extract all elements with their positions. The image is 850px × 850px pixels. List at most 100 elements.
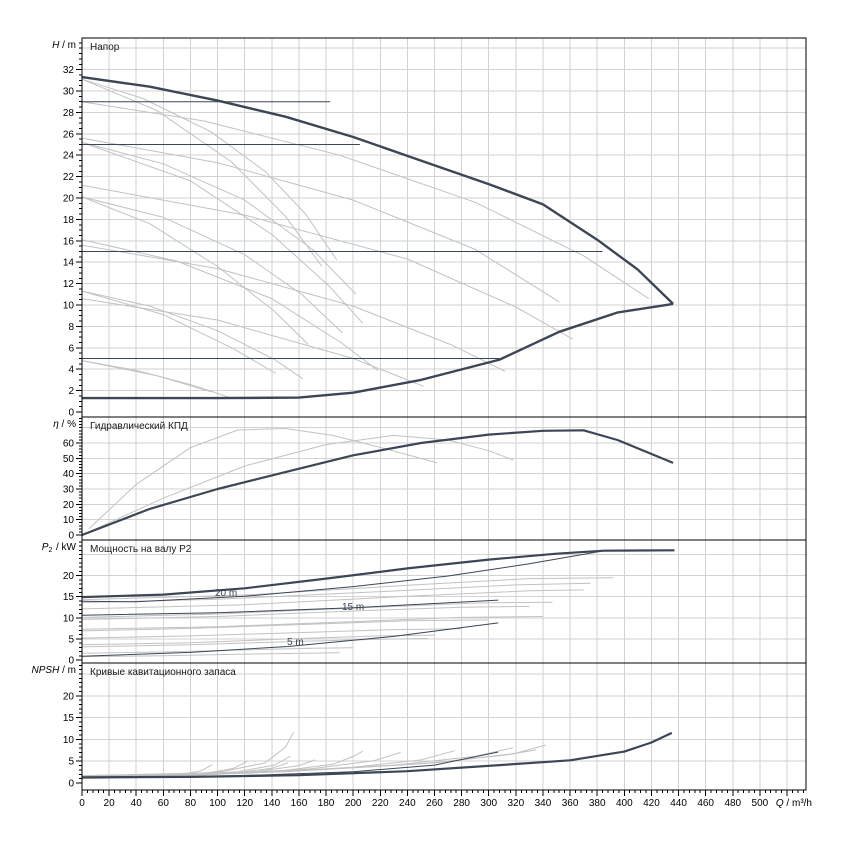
family xyxy=(81,360,211,393)
head-title: Напор xyxy=(90,42,120,53)
svg-text:40: 40 xyxy=(131,798,143,809)
svg-text:400: 400 xyxy=(616,798,633,809)
svg-text:η / %: η / % xyxy=(53,419,76,430)
npsh-chart: 0 5 10 15 20 NPSH / m Кривые кавитационного за… xyxy=(32,662,807,791)
svg-text:60: 60 xyxy=(63,439,75,450)
selected-npsh xyxy=(81,731,673,779)
svg-text:16: 16 xyxy=(63,236,75,247)
svg-text:20: 20 xyxy=(63,500,75,511)
svg-text:40: 40 xyxy=(63,469,75,480)
family xyxy=(81,244,506,372)
svg-text:340: 340 xyxy=(535,798,552,809)
power-annotation: 15 m xyxy=(342,602,364,613)
family xyxy=(81,196,309,345)
power-annotation: 20 m xyxy=(215,588,237,599)
svg-text:20: 20 xyxy=(63,571,75,582)
svg-text:100: 100 xyxy=(209,798,226,809)
svg-text:22: 22 xyxy=(63,172,75,183)
family xyxy=(81,78,323,267)
svg-text:4: 4 xyxy=(68,365,74,376)
svg-text:5: 5 xyxy=(68,634,74,645)
svg-text:P2 / kW: P2 / kW xyxy=(42,542,77,554)
power-20m xyxy=(81,550,605,603)
family-power xyxy=(81,601,553,618)
svg-text:160: 160 xyxy=(291,798,308,809)
svg-text:220: 220 xyxy=(372,798,389,809)
svg-text:320: 320 xyxy=(508,798,525,809)
family-eff xyxy=(88,434,514,533)
svg-text:180: 180 xyxy=(318,798,335,809)
svg-text:300: 300 xyxy=(480,798,497,809)
envelope-max xyxy=(81,75,674,305)
family-power xyxy=(81,652,340,658)
svg-text:460: 460 xyxy=(697,798,714,809)
svg-text:140: 140 xyxy=(263,798,280,809)
family-npsh xyxy=(81,749,537,777)
family xyxy=(81,141,357,295)
svg-text:0: 0 xyxy=(68,408,74,419)
svg-text:480: 480 xyxy=(724,798,741,809)
family-eff xyxy=(88,428,438,530)
svg-text:NPSH / m: NPSH / m xyxy=(32,665,76,676)
selected-efficiency xyxy=(81,429,674,537)
family-power xyxy=(81,605,530,620)
svg-text:2: 2 xyxy=(68,386,74,397)
svg-text:60: 60 xyxy=(158,798,170,809)
svg-text:0: 0 xyxy=(79,798,85,809)
npsh-title: Кривые кавитационного запаса xyxy=(90,667,236,678)
svg-text:260: 260 xyxy=(426,798,443,809)
power-title: Мощность на валу P2 xyxy=(90,544,192,555)
power-chart: 0 5 10 15 20 P2 / kW Мощность на валу P2 20 m 15… xyxy=(42,539,807,667)
envelope-min xyxy=(82,302,674,400)
svg-text:0: 0 xyxy=(68,779,74,790)
svg-text:15: 15 xyxy=(63,592,75,603)
svg-text:14: 14 xyxy=(63,258,75,269)
x-axis: 0 20 40 60 80 100 120 140 160 180 200 220 240 260 280 3… xyxy=(79,790,812,809)
family xyxy=(81,196,343,334)
family-power xyxy=(81,619,489,632)
family xyxy=(81,184,574,340)
family xyxy=(81,101,649,300)
family-power xyxy=(81,577,614,601)
svg-text:20: 20 xyxy=(63,691,75,702)
svg-text:10: 10 xyxy=(63,515,75,526)
svg-text:0: 0 xyxy=(68,656,74,667)
svg-text:26: 26 xyxy=(63,129,75,140)
family-power xyxy=(81,638,428,648)
svg-text:420: 420 xyxy=(643,798,660,809)
svg-text:0: 0 xyxy=(68,531,74,542)
svg-text:24: 24 xyxy=(63,151,75,162)
svg-text:12: 12 xyxy=(63,279,75,290)
svg-text:30: 30 xyxy=(63,87,75,98)
family xyxy=(81,141,364,324)
family xyxy=(81,290,277,374)
family-npsh xyxy=(81,750,455,778)
svg-text:20: 20 xyxy=(63,194,75,205)
svg-text:20: 20 xyxy=(104,798,116,809)
selected-power xyxy=(81,549,675,599)
svg-text:H / m: H / m xyxy=(52,40,76,51)
efficiency-chart: 0 10 20 30 40 50 60 η / % Гидравлический КПД xyxy=(53,416,807,542)
family-power xyxy=(81,647,354,654)
svg-text:360: 360 xyxy=(562,798,579,809)
svg-text:28: 28 xyxy=(63,108,75,119)
svg-text:10: 10 xyxy=(63,735,75,746)
svg-text:32: 32 xyxy=(63,65,75,76)
efficiency-title: Гидравлический КПД xyxy=(90,421,188,432)
svg-text:15: 15 xyxy=(63,713,75,724)
power-annotation: 5 m xyxy=(287,637,304,648)
svg-text:50: 50 xyxy=(63,454,75,465)
svg-text:8: 8 xyxy=(68,322,74,333)
family xyxy=(81,137,560,303)
svg-text:120: 120 xyxy=(236,798,253,809)
svg-text:6: 6 xyxy=(68,343,74,354)
family xyxy=(81,239,378,371)
svg-text:30: 30 xyxy=(63,485,75,496)
family xyxy=(81,290,304,380)
power-15m xyxy=(81,599,499,616)
family-power xyxy=(81,589,584,610)
svg-text:10: 10 xyxy=(63,301,75,312)
